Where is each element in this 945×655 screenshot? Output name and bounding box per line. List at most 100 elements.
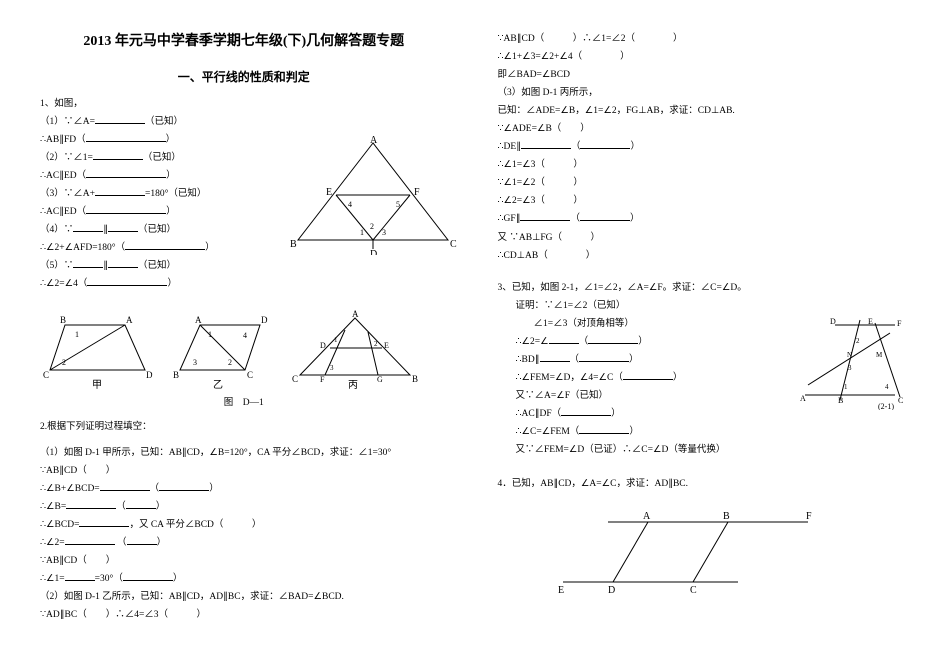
svg-text:A: A	[126, 315, 133, 325]
r-l11: 又 ∵AB⊥FG（ ）	[498, 229, 906, 247]
q2-l7: ∴∠1==30°（）	[40, 570, 448, 588]
q3-l0: 证明：∵∠1=∠2（已知）	[498, 297, 906, 315]
svg-text:3: 3	[382, 228, 386, 237]
q2-l6: ∵AB∥CD（ ）	[40, 552, 448, 570]
q2-head: 2.根据下列证明过程填空：	[40, 418, 448, 436]
svg-text:2: 2	[856, 337, 860, 345]
svg-text:2: 2	[228, 358, 232, 367]
svg-text:F: F	[320, 375, 325, 384]
triangle-icon: A B C E F D 4 5 1 2 3	[288, 135, 458, 255]
svg-text:C: C	[898, 396, 903, 405]
svg-text:乙: 乙	[213, 379, 223, 390]
svg-text:M: M	[876, 351, 883, 359]
figure-row: B A C D 1 2 甲 A D B C 1 4 3 2 乙 A C	[40, 310, 448, 390]
r-l6: ∴DE∥（）	[498, 138, 906, 156]
svg-text:2: 2	[370, 222, 374, 231]
svg-text:E: E	[384, 341, 389, 350]
svg-text:D: D	[146, 370, 153, 380]
svg-text:D: D	[320, 341, 326, 350]
svg-text:1: 1	[334, 336, 338, 344]
svg-text:F: F	[897, 319, 902, 328]
svg-text:4: 4	[348, 200, 352, 209]
r-l5: ∵∠ADE=∠B（ ）	[498, 120, 906, 138]
svg-text:C: C	[450, 239, 457, 250]
r-l7: ∴∠1=∠3（ ）	[498, 156, 906, 174]
svg-text:丙: 丙	[348, 380, 358, 390]
svg-text:E: E	[558, 585, 564, 596]
svg-text:A: A	[800, 394, 806, 403]
r-l12: ∴CD⊥AB（ ）	[498, 247, 906, 265]
svg-text:甲: 甲	[92, 380, 102, 390]
svg-text:G: G	[377, 375, 383, 384]
svg-text:1: 1	[75, 330, 79, 339]
svg-text:5: 5	[396, 200, 400, 209]
figure-yi: A D B C 1 4 3 2 乙	[165, 310, 280, 390]
svg-text:A: A	[370, 135, 378, 146]
fig-caption: 图 D—1	[40, 394, 448, 412]
q1-head: 1、如图，	[40, 95, 448, 113]
figure-q3: D E F A B C N M 2 3 1 4 (2-1)	[800, 315, 910, 413]
svg-text:(2-1): (2-1)	[878, 402, 894, 410]
figure-triangle-main: A B C E F D 4 5 1 2 3	[288, 135, 458, 258]
svg-text:4: 4	[243, 331, 247, 340]
r-l1: ∵AB∥CD（ ）∴∠1=∠2（ ）	[498, 30, 906, 48]
left-column: 2013 年元马中学春季学期七年级(下)几何解答题专题 一、平行线的性质和判定 …	[40, 30, 448, 625]
q2-l1: ∵AB∥CD（ ）	[40, 462, 448, 480]
svg-text:B: B	[290, 239, 297, 250]
q2-p1: （1）如图 D-1 甲所示，已知：AB∥CD，∠B=120°，CA 平分∠BCD…	[40, 444, 448, 462]
svg-text:B: B	[412, 374, 418, 384]
svg-text:4: 4	[885, 383, 889, 391]
r-l8: ∵∠1=∠2（ ）	[498, 174, 906, 192]
r-p3: （3）如图 D-1 丙所示，	[498, 84, 906, 102]
q1-l10: ∴∠2=∠4（）	[40, 275, 448, 293]
q2-l4: ∴∠BCD=，又 CA 平分∠BCD（ ）	[40, 516, 448, 534]
svg-text:3: 3	[848, 364, 852, 372]
q3-l8: 又∵∠FEM=∠D（已证）∴∠C=∠D（等量代换）	[498, 441, 906, 459]
r-l3: 即∠BAD=∠BCD	[498, 66, 906, 84]
svg-text:1: 1	[208, 330, 212, 339]
q4-parallelogram-icon: A B F E D C	[558, 507, 818, 597]
svg-text:A: A	[352, 310, 359, 319]
r-l9: ∴∠2=∠3（ ）	[498, 192, 906, 210]
q2-l2: ∴∠B+∠BCD=（）	[40, 480, 448, 498]
q2-l3: ∴∠B=（）	[40, 498, 448, 516]
q2-p2: （2）如图 D-1 乙所示，已知：AB∥CD，AD∥BC，求证：∠BAD=∠BC…	[40, 588, 448, 606]
svg-text:N: N	[847, 351, 852, 359]
svg-text:3: 3	[193, 358, 197, 367]
svg-text:C: C	[690, 585, 697, 596]
figure-q4: A B F E D C	[558, 507, 906, 600]
svg-text:B: B	[173, 370, 179, 380]
svg-text:F: F	[414, 187, 420, 198]
svg-text:D: D	[370, 249, 377, 255]
q4-head: 4．已知，AB∥CD，∠A=∠C，求证：AD∥BC.	[498, 475, 906, 493]
right-column: ∵AB∥CD（ ）∴∠1=∠2（ ） ∴∠1+∠3=∠2+∠4（ ） 即∠BAD…	[498, 30, 906, 625]
svg-text:D: D	[608, 585, 615, 596]
q1-l1: （1）∵∠A=（已知）	[40, 113, 448, 131]
svg-text:3: 3	[330, 364, 334, 372]
q2-l8: ∵AD∥BC（ ）∴∠4=∠3（ ）	[40, 606, 448, 624]
section-heading: 一、平行线的性质和判定	[40, 68, 448, 85]
svg-text:F: F	[806, 511, 812, 522]
q1-l9: （5）∵∥（已知）	[40, 257, 448, 275]
svg-text:A: A	[195, 315, 202, 325]
svg-text:D: D	[261, 315, 268, 325]
q3-head: 3、已知，如图 2-1，∠1=∠2，∠A=∠F。求证：∠C=∠D。	[498, 279, 906, 297]
figure-bing: A C B D E 1 2 3 F G 丙	[290, 310, 420, 390]
r-l10: ∴GF∥（）	[498, 210, 906, 228]
q3-diagram-icon: D E F A B C N M 2 3 1 4 (2-1)	[800, 315, 910, 410]
svg-text:E: E	[868, 317, 873, 326]
r-l4: 已知：∠ADE=∠B，∠1=∠2，FG⊥AB，求证：CD⊥AB.	[498, 102, 906, 120]
svg-text:C: C	[292, 374, 298, 384]
svg-text:C: C	[43, 370, 49, 380]
svg-text:A: A	[643, 511, 651, 522]
q2-l5: ∴∠2=.（）	[40, 534, 448, 552]
r-l2: ∴∠1+∠3=∠2+∠4（ ）	[498, 48, 906, 66]
svg-text:1: 1	[360, 228, 364, 237]
doc-title: 2013 年元马中学春季学期七年级(下)几何解答题专题	[40, 30, 448, 50]
svg-text:B: B	[723, 511, 730, 522]
svg-text:1: 1	[844, 383, 848, 391]
svg-text:B: B	[60, 315, 66, 325]
svg-text:C: C	[247, 370, 253, 380]
svg-text:2: 2	[374, 340, 378, 348]
q3-l7: ∴∠C=∠FEM（）	[498, 423, 906, 441]
